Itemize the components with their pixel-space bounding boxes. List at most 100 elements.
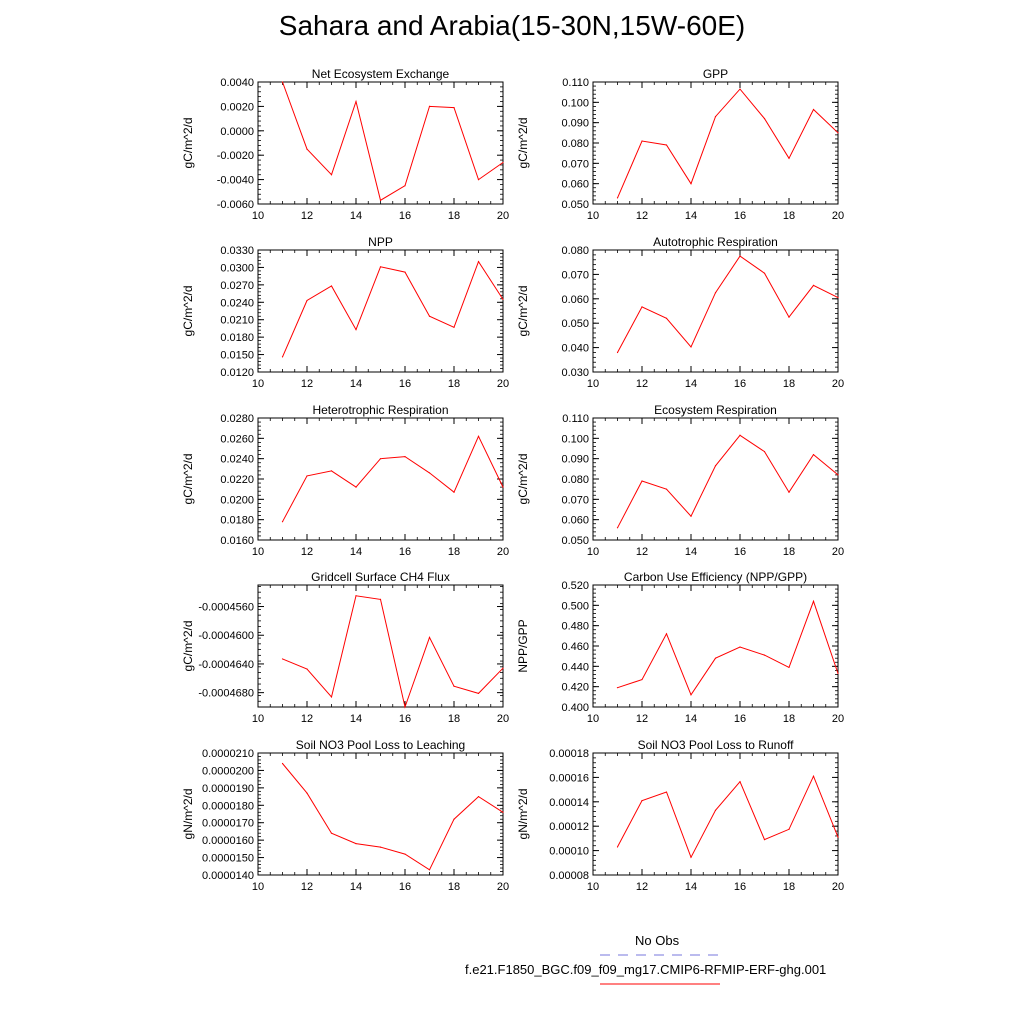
x-tick-label: 18 — [783, 210, 795, 222]
y-tick-label: -0.0060 — [217, 199, 254, 211]
x-tick-label: 18 — [783, 378, 795, 390]
panel-frame — [257, 249, 504, 373]
y-tick-label: 0.0220 — [220, 474, 254, 486]
data-point — [306, 668, 308, 670]
x-tick-label: 10 — [587, 210, 599, 222]
data-point — [502, 811, 504, 813]
x-tick-label: 16 — [399, 713, 411, 725]
data-point — [404, 456, 406, 458]
y-tick-label: 0.00010 — [549, 846, 589, 858]
y-tick-label: 0.090 — [561, 118, 589, 130]
panel-title: Carbon Use Efficiency (NPP/GPP) — [624, 570, 807, 584]
data-point — [714, 465, 717, 467]
data-point — [616, 351, 619, 354]
data-point — [306, 148, 308, 150]
x-tick-label: 20 — [497, 881, 509, 893]
y-tick-label: 0.0040 — [220, 77, 254, 89]
x-tick-label: 16 — [734, 546, 746, 558]
x-tick-label: 16 — [399, 546, 411, 558]
y-tick-label: 0.0160 — [220, 535, 254, 547]
y-tick-label: 0.060 — [561, 515, 589, 527]
data-point — [502, 298, 504, 300]
x-tick-label: 12 — [636, 546, 648, 558]
data-point — [330, 174, 333, 176]
data-point — [306, 299, 308, 302]
data-point — [453, 685, 455, 687]
x-tick-label: 16 — [734, 210, 746, 222]
y-tick-label: 0.040 — [561, 343, 589, 355]
panel-title: Net Ecosystem Exchange — [312, 67, 450, 81]
data-point — [641, 306, 643, 308]
x-tick-label: 18 — [448, 210, 460, 222]
x-tick-label: 20 — [497, 378, 509, 390]
data-point — [665, 317, 668, 319]
y-tick-label: 0.00016 — [549, 772, 589, 784]
x-tick-label: 12 — [636, 713, 648, 725]
data-point — [739, 88, 741, 90]
panel-title: Ecosystem Respiration — [654, 403, 777, 417]
y-tick-label: 0.030 — [561, 367, 589, 379]
x-tick-label: 14 — [350, 378, 362, 390]
data-point — [739, 646, 741, 648]
x-tick-label: 20 — [832, 210, 844, 222]
legend-obs-label: No Obs — [635, 933, 680, 948]
x-tick-label: 12 — [301, 546, 313, 558]
data-point — [837, 836, 839, 838]
x-tick-label: 10 — [252, 210, 264, 222]
panel-title: NPP — [368, 235, 393, 249]
data-point — [428, 636, 431, 638]
data-point — [616, 197, 619, 199]
y-tick-label: 0.050 — [561, 199, 589, 211]
y-tick-label: 0.0240 — [220, 297, 254, 309]
x-tick-label: 14 — [685, 713, 697, 725]
y-tick-label: 0.060 — [561, 294, 589, 306]
data-point — [763, 272, 766, 274]
panel-frame — [257, 752, 504, 876]
x-tick-label: 16 — [399, 378, 411, 390]
y-tick-label: 0.070 — [561, 494, 589, 506]
x-tick-label: 10 — [252, 378, 264, 390]
data-point — [477, 179, 480, 181]
series-line — [617, 255, 839, 353]
y-tick-label: 0.0000200 — [202, 765, 254, 777]
x-tick-label: 14 — [685, 881, 697, 893]
y-tick-label: 0.440 — [561, 661, 589, 673]
y-tick-label: 0.480 — [561, 621, 589, 633]
data-point — [837, 672, 839, 675]
data-point — [404, 706, 406, 708]
x-tick-label: 10 — [252, 546, 264, 558]
data-point — [714, 657, 717, 659]
data-point — [355, 100, 357, 103]
y-tick-label: 0.0000180 — [202, 800, 254, 812]
x-tick-label: 20 — [832, 713, 844, 725]
y-tick-label: 0.050 — [561, 318, 589, 330]
y-tick-label: 0.0260 — [220, 433, 254, 445]
data-point — [665, 791, 668, 793]
data-point — [306, 792, 308, 794]
x-tick-label: 18 — [448, 378, 460, 390]
y-tick-label: -0.0004640 — [198, 659, 254, 671]
data-point — [281, 762, 284, 765]
data-point — [281, 356, 284, 358]
y-tick-label: 0.100 — [561, 97, 589, 109]
panel-title: Heterotrophic Respiration — [312, 403, 448, 417]
y-tick-label: 0.460 — [561, 641, 589, 653]
y-tick-label: 0.0200 — [220, 494, 254, 506]
panel-title: Autotrophic Respiration — [653, 235, 778, 249]
y-tick-label: 0.080 — [561, 245, 589, 257]
panel-frame — [257, 584, 504, 708]
x-tick-label: 20 — [497, 210, 509, 222]
y-axis-label: gC/m^2/d — [181, 118, 195, 169]
x-tick-label: 12 — [636, 210, 648, 222]
y-tick-label: 0.00014 — [549, 797, 589, 809]
y-tick-label: 0.100 — [561, 433, 589, 445]
panel-frame — [592, 584, 839, 708]
data-point — [477, 435, 480, 437]
panel-frame — [592, 81, 839, 205]
x-tick-label: 12 — [636, 378, 648, 390]
data-point — [404, 271, 406, 273]
y-axis-label: gC/m^2/d — [181, 286, 195, 337]
x-tick-label: 14 — [350, 881, 362, 893]
data-point — [714, 292, 717, 294]
data-point — [788, 316, 790, 318]
